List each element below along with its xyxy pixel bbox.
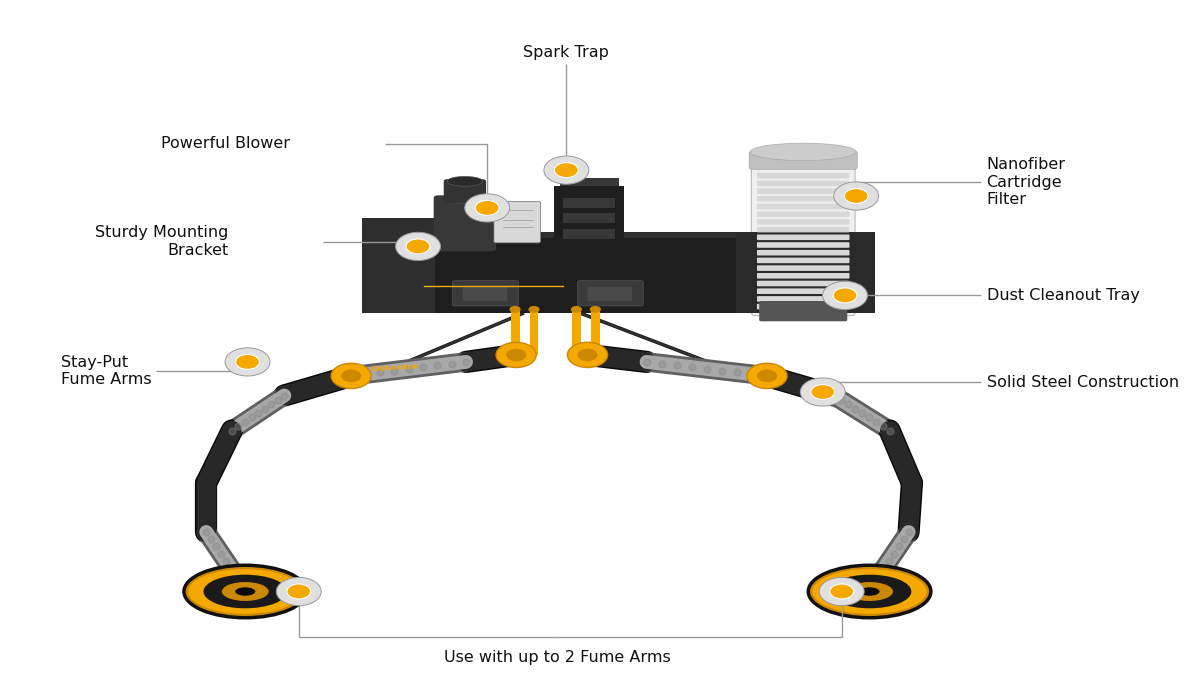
- Ellipse shape: [859, 587, 880, 596]
- FancyBboxPatch shape: [494, 202, 541, 243]
- Circle shape: [800, 378, 845, 406]
- Ellipse shape: [589, 306, 601, 313]
- Ellipse shape: [444, 192, 486, 204]
- Circle shape: [396, 232, 440, 260]
- FancyBboxPatch shape: [757, 258, 850, 263]
- Ellipse shape: [828, 575, 911, 608]
- FancyBboxPatch shape: [563, 198, 616, 208]
- FancyBboxPatch shape: [757, 234, 850, 240]
- FancyBboxPatch shape: [757, 211, 850, 217]
- Circle shape: [554, 162, 578, 178]
- Ellipse shape: [571, 306, 582, 313]
- FancyBboxPatch shape: [757, 181, 850, 186]
- Circle shape: [845, 188, 868, 204]
- FancyBboxPatch shape: [757, 273, 850, 279]
- Circle shape: [464, 194, 510, 222]
- FancyBboxPatch shape: [444, 179, 486, 203]
- FancyBboxPatch shape: [757, 265, 850, 271]
- FancyBboxPatch shape: [452, 281, 518, 306]
- FancyBboxPatch shape: [757, 227, 850, 232]
- Circle shape: [820, 578, 864, 606]
- Ellipse shape: [510, 306, 521, 313]
- Circle shape: [496, 342, 536, 368]
- FancyBboxPatch shape: [559, 178, 619, 186]
- Text: CaptureArm: CaptureArm: [372, 363, 420, 372]
- Circle shape: [276, 578, 322, 606]
- FancyBboxPatch shape: [563, 214, 616, 223]
- Text: Dust Cleanout Tray: Dust Cleanout Tray: [986, 288, 1140, 303]
- FancyBboxPatch shape: [757, 196, 850, 202]
- FancyBboxPatch shape: [757, 242, 850, 248]
- FancyBboxPatch shape: [563, 229, 616, 239]
- Text: Powerful Blower: Powerful Blower: [161, 136, 290, 151]
- Ellipse shape: [811, 568, 928, 615]
- Circle shape: [235, 354, 259, 370]
- FancyBboxPatch shape: [757, 296, 850, 302]
- Ellipse shape: [204, 575, 287, 608]
- FancyBboxPatch shape: [757, 219, 850, 225]
- FancyBboxPatch shape: [757, 250, 850, 255]
- FancyBboxPatch shape: [463, 287, 508, 301]
- Text: Stay-Put
Fume Arms: Stay-Put Fume Arms: [61, 355, 152, 387]
- FancyBboxPatch shape: [757, 304, 850, 309]
- FancyBboxPatch shape: [529, 309, 539, 355]
- FancyBboxPatch shape: [760, 301, 847, 321]
- Circle shape: [544, 156, 589, 184]
- Circle shape: [406, 239, 430, 254]
- FancyBboxPatch shape: [736, 232, 875, 313]
- FancyBboxPatch shape: [751, 156, 856, 316]
- FancyBboxPatch shape: [590, 309, 600, 355]
- FancyBboxPatch shape: [588, 287, 632, 301]
- Text: Solid Steel Construction: Solid Steel Construction: [986, 374, 1178, 390]
- FancyBboxPatch shape: [749, 151, 857, 169]
- Circle shape: [568, 342, 607, 368]
- Text: Nanofiber
Cartridge
Filter: Nanofiber Cartridge Filter: [986, 157, 1066, 207]
- Circle shape: [757, 370, 778, 382]
- Circle shape: [331, 363, 371, 389]
- Ellipse shape: [187, 568, 304, 615]
- FancyBboxPatch shape: [757, 204, 850, 209]
- Ellipse shape: [846, 582, 893, 601]
- Ellipse shape: [528, 306, 540, 313]
- FancyBboxPatch shape: [577, 281, 643, 306]
- FancyBboxPatch shape: [572, 309, 581, 355]
- Ellipse shape: [750, 144, 856, 160]
- Text: Use with up to 2 Fume Arms: Use with up to 2 Fume Arms: [444, 650, 671, 664]
- Circle shape: [746, 363, 787, 389]
- Circle shape: [341, 370, 361, 382]
- Circle shape: [822, 281, 868, 309]
- FancyBboxPatch shape: [362, 218, 434, 313]
- Circle shape: [226, 348, 270, 376]
- Circle shape: [834, 182, 878, 210]
- Circle shape: [506, 349, 526, 361]
- FancyBboxPatch shape: [757, 188, 850, 194]
- FancyBboxPatch shape: [757, 281, 850, 286]
- Ellipse shape: [235, 587, 256, 596]
- Circle shape: [475, 200, 499, 216]
- FancyBboxPatch shape: [362, 232, 875, 238]
- FancyBboxPatch shape: [757, 288, 850, 294]
- Text: Sturdy Mounting
Bracket: Sturdy Mounting Bracket: [95, 225, 228, 258]
- FancyBboxPatch shape: [554, 186, 624, 246]
- FancyBboxPatch shape: [362, 232, 875, 313]
- Circle shape: [830, 584, 853, 599]
- Circle shape: [287, 584, 311, 599]
- FancyBboxPatch shape: [757, 173, 850, 178]
- Ellipse shape: [448, 176, 482, 186]
- Circle shape: [833, 288, 857, 303]
- FancyBboxPatch shape: [510, 309, 520, 355]
- FancyBboxPatch shape: [433, 195, 496, 251]
- Circle shape: [577, 349, 598, 361]
- Circle shape: [811, 384, 835, 400]
- Text: Spark Trap: Spark Trap: [523, 45, 610, 60]
- Ellipse shape: [222, 582, 269, 601]
